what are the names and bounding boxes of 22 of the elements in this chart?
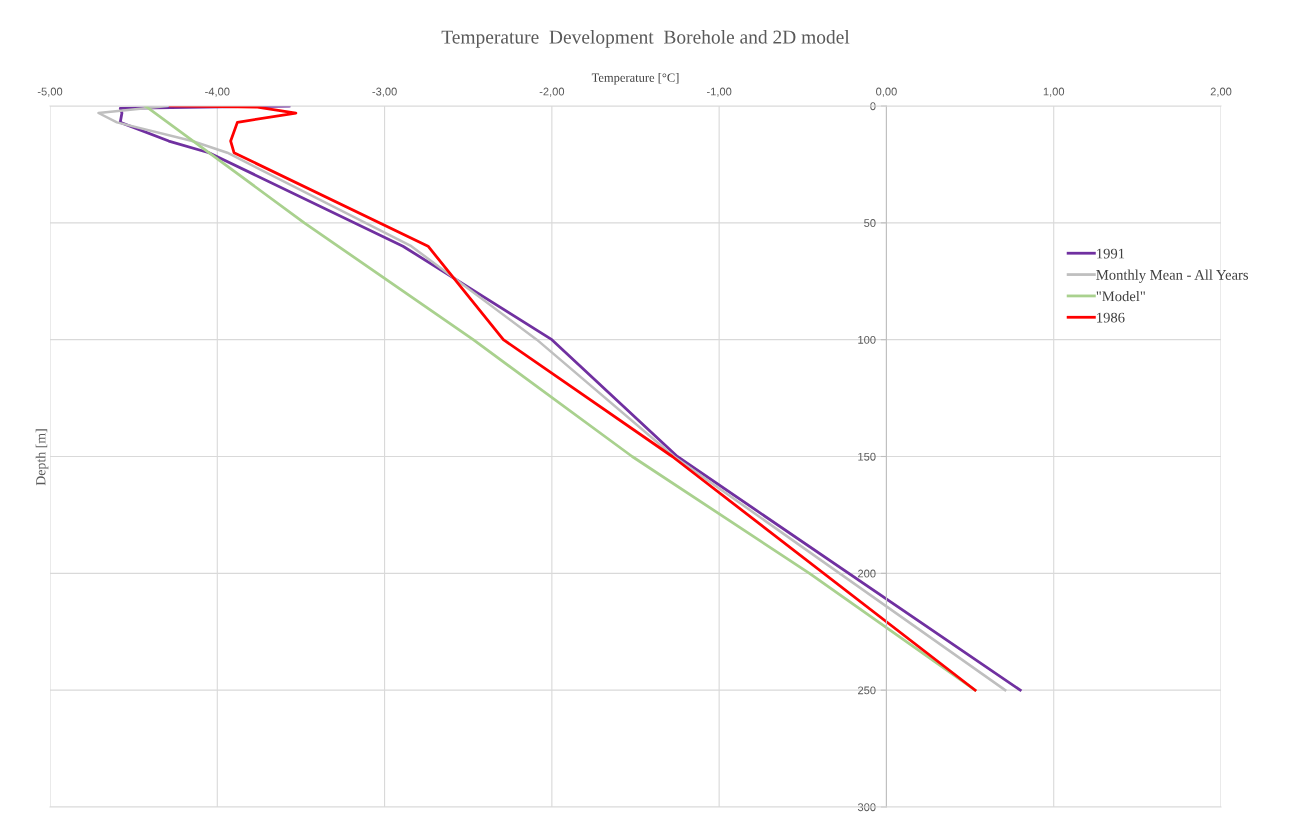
y-tick-label: 50 [864, 219, 876, 227]
x-tick-label: -2,00 [539, 87, 565, 97]
x-tick-label: 1,00 [1043, 87, 1065, 97]
chart-title: Temperature Development Borehole and 2D model [441, 30, 850, 48]
x-tick-label: -1,00 [706, 87, 732, 97]
x-tick-label: 2,00 [1210, 87, 1232, 97]
legend-label: 1986 [1097, 312, 1125, 323]
y-tick-label: 100 [858, 335, 876, 344]
y-tick-label: 0 [870, 102, 876, 111]
y-axis-title: Depth [m] [35, 429, 49, 486]
x-tick-label: -3,00 [372, 87, 397, 97]
y-tick-label: 200 [858, 569, 876, 578]
y-tick-label: 300 [857, 803, 876, 812]
y-tick-label: 150 [858, 452, 876, 461]
x-tick-label: -5,00 [37, 87, 63, 97]
x-axis-title: Temperature [°C] [591, 73, 679, 85]
legend-label: Monthly Mean - All Years [1096, 269, 1249, 283]
y-tick-label: 250 [858, 686, 876, 695]
x-tick-label: -4,00 [205, 87, 230, 97]
legend-label: 1991 [1097, 248, 1125, 259]
x-tick-label: 0,00 [876, 87, 897, 97]
legend-label: "Model" [1096, 290, 1145, 302]
